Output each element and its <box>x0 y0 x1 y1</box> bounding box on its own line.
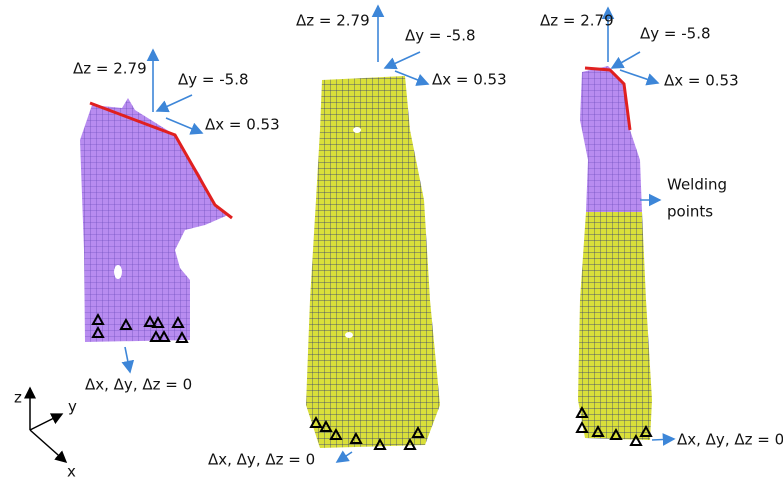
axis-triad: z y x <box>14 388 77 477</box>
mesh <box>80 98 228 342</box>
label-welding: Welding <box>667 176 727 194</box>
label-dy: Δy = -5.8 <box>405 27 476 45</box>
label-dz: Δz = 2.79 <box>73 60 147 78</box>
mesh-top <box>580 66 642 212</box>
hole <box>114 265 122 279</box>
label-dy: Δy = -5.8 <box>640 25 711 43</box>
mesh <box>306 76 440 448</box>
axis-label: x <box>67 463 76 477</box>
hole <box>345 332 353 338</box>
label-dx: Δx = 0.53 <box>664 72 739 90</box>
hole <box>353 127 361 133</box>
panel-3: Δz = 2.79 Δy = -5.8 Δx = 0.53 Welding po… <box>540 8 783 449</box>
label-dx: Δx = 0.53 <box>432 71 507 89</box>
arrow <box>166 118 202 133</box>
label-fixed: Δx, Δy, Δz = 0 <box>208 451 315 469</box>
label-dx: Δx = 0.53 <box>205 116 280 134</box>
axis-label: y <box>68 398 77 416</box>
label-dz: Δz = 2.79 <box>540 12 614 30</box>
label-fixed: Δx, Δy, Δz = 0 <box>677 431 783 449</box>
panel-1: Δz = 2.79 Δy = -5.8 Δx = 0.53 Δx, Δy, Δz… <box>73 50 280 394</box>
label-welding: points <box>667 203 713 221</box>
label-dz: Δz = 2.79 <box>296 12 370 30</box>
figure: Δz = 2.79 Δy = -5.8 Δx = 0.53 Δx, Δy, Δz… <box>0 0 783 477</box>
label-fixed: Δx, Δy, Δz = 0 <box>85 376 192 394</box>
arrow <box>652 439 674 440</box>
arrow <box>337 452 352 462</box>
arrow <box>125 347 130 372</box>
arrow <box>620 70 658 83</box>
axis-label: z <box>14 389 22 407</box>
mesh-bottom <box>578 212 652 440</box>
label-dy: Δy = -5.8 <box>178 71 249 89</box>
arrow <box>385 52 420 68</box>
panel-2: Δz = 2.79 Δy = -5.8 Δx = 0.53 Δx, Δy, Δz… <box>208 6 507 469</box>
arrow <box>157 95 192 111</box>
arrow <box>612 52 640 68</box>
